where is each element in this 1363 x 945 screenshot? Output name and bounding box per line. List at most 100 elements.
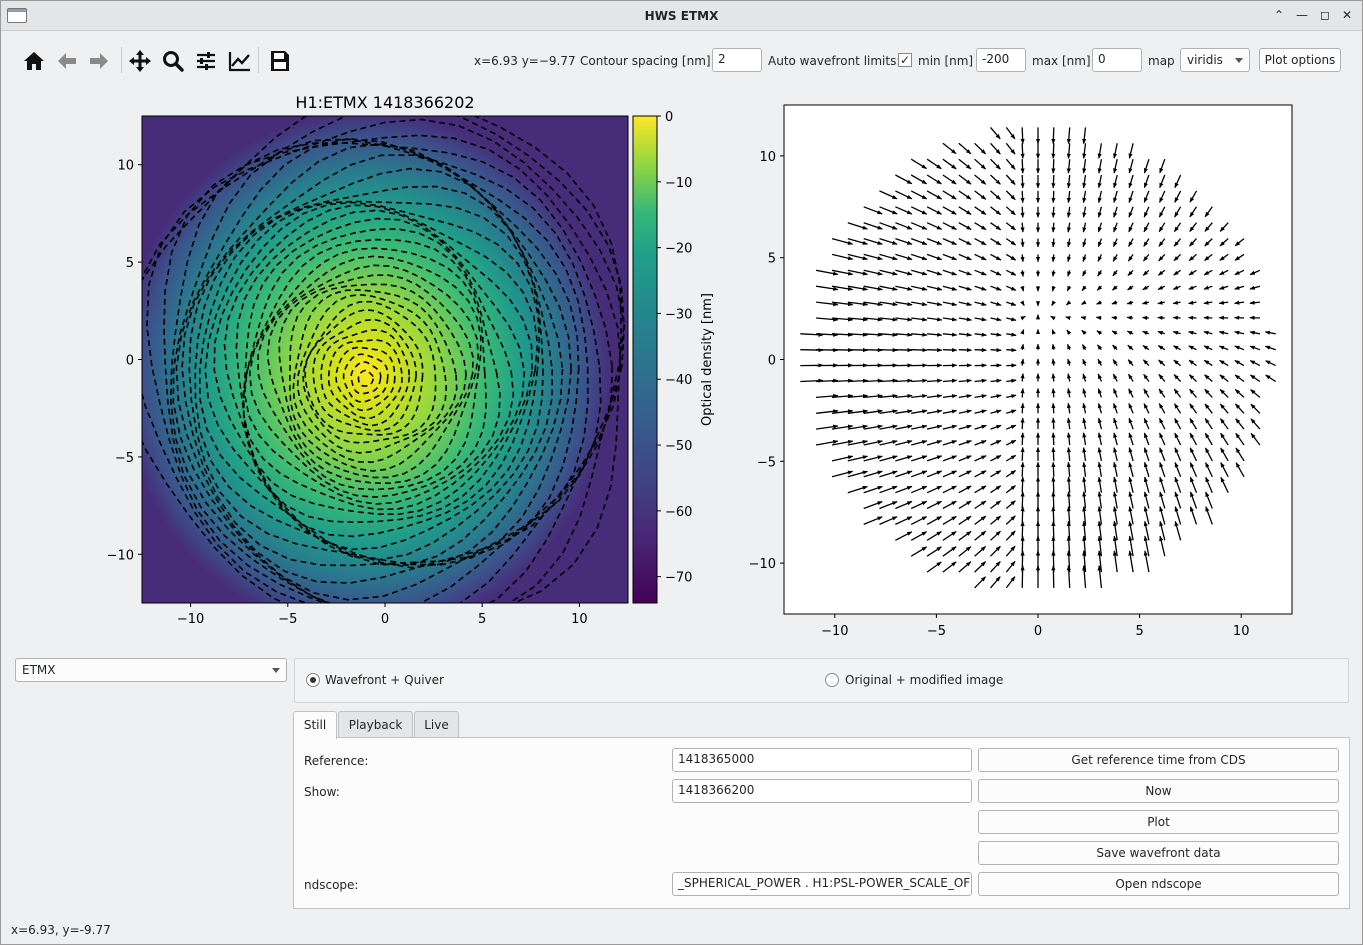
save-wavefront-button[interactable]: Save wavefront data xyxy=(978,841,1339,865)
quiver-arrow xyxy=(1128,206,1134,218)
back-icon[interactable] xyxy=(52,47,82,75)
contour-line xyxy=(242,228,515,511)
quiver-arrow xyxy=(910,546,928,557)
quiver-arrow xyxy=(1113,190,1118,204)
quiver-arrow xyxy=(911,378,928,383)
quiver-arrow xyxy=(1020,174,1025,189)
quiver-arrow xyxy=(926,237,943,246)
quiver-arrow xyxy=(1174,520,1182,541)
wavefront-heatmap[interactable]: H1:ETMX 1418366202 −10 −5 0 5 10 10 5 0 −5 −10 xyxy=(107,93,629,635)
min-input[interactable]: -200 xyxy=(976,48,1026,72)
wavefront-quiver-label[interactable]: Wavefront + Quiver xyxy=(325,673,444,687)
quiver-arrow xyxy=(1081,285,1087,292)
quiver-arrow xyxy=(1006,269,1017,276)
quiver-arrow xyxy=(1006,285,1017,291)
forward-icon[interactable] xyxy=(84,47,114,75)
quiver-arrow xyxy=(816,332,839,337)
max-input[interactable]: 0 xyxy=(1092,48,1142,72)
quiver-arrow xyxy=(958,515,972,525)
quiver-arrow xyxy=(926,190,942,200)
quiver-arrow xyxy=(974,238,987,246)
quiver-arrow xyxy=(1096,300,1102,305)
quiver-arrow xyxy=(1189,190,1198,203)
quiver-arrow xyxy=(1005,158,1016,170)
quiver-arrow xyxy=(911,455,928,462)
contour-spacing-input[interactable]: 2 xyxy=(712,48,762,72)
quiver-arrow xyxy=(1020,491,1025,509)
wavefront-quiver-radio[interactable] xyxy=(306,673,320,687)
original-modified-radio[interactable] xyxy=(825,673,839,687)
quiver-arrow xyxy=(1097,476,1103,493)
zoom-icon[interactable] xyxy=(158,47,188,75)
quiver-arrow xyxy=(879,237,898,245)
heatmap-field xyxy=(142,116,611,603)
auto-limits-checkbox[interactable]: ✓ xyxy=(898,53,912,67)
quiver-arrow xyxy=(1051,159,1056,174)
save-icon[interactable] xyxy=(265,47,295,75)
quiver-arrow xyxy=(1219,238,1229,247)
tab-still[interactable]: Still xyxy=(293,711,337,739)
configure-subplots-icon[interactable] xyxy=(191,47,221,75)
quiver-arrow xyxy=(1234,285,1245,290)
quiver-arrow xyxy=(863,424,883,430)
quiver-arrow xyxy=(1080,315,1087,321)
quiver-arrow xyxy=(990,253,1002,261)
tab-live[interactable]: Live xyxy=(414,711,459,738)
minimize-button[interactable]: — xyxy=(1296,8,1308,22)
colormap-select[interactable]: viridis xyxy=(1180,48,1250,72)
quiver-arrow xyxy=(1203,330,1213,335)
plot-button[interactable]: Plot xyxy=(978,810,1339,834)
plot-options-button[interactable]: Plot options xyxy=(1259,48,1341,72)
colorbar: 0 −10 −20 −30 −40 −50 −60 −70 Optical density [n… xyxy=(632,110,715,604)
quiver-arrow xyxy=(942,470,957,478)
quiver-arrow xyxy=(1219,359,1229,367)
quiver-arrow xyxy=(1112,520,1118,541)
edit-axis-icon[interactable] xyxy=(225,47,255,75)
ndscope-input[interactable]: _SPHERICAL_POWER . H1:PSL-POWER_SCALE_OF… xyxy=(672,872,972,896)
quiver-arrow xyxy=(1220,476,1229,493)
quiver-arrow xyxy=(1143,403,1150,414)
quiver-arrow xyxy=(1128,520,1134,541)
quiver-arrow xyxy=(1020,373,1025,382)
get-reference-button[interactable]: Get reference time from CDS xyxy=(978,748,1339,772)
quiver-arrow xyxy=(1020,300,1025,306)
quiver-arrow xyxy=(990,332,1002,337)
quiver-arrow xyxy=(1096,330,1102,336)
quiver-plot[interactable]: −10 −5 0 5 10 10 5 0 −5 −10 xyxy=(749,104,1293,636)
quiver-arrow xyxy=(927,332,943,337)
quiver-arrow xyxy=(1205,506,1213,525)
quiver-arrow xyxy=(863,500,883,510)
chevron-up-icon[interactable]: ⌃ xyxy=(1273,8,1285,22)
quiver-arrow xyxy=(911,347,928,353)
quiver-arrow xyxy=(1173,374,1182,382)
reference-input[interactable]: 1418365000 xyxy=(672,748,972,772)
close-button[interactable]: ✕ xyxy=(1341,8,1353,22)
now-button[interactable]: Now xyxy=(978,779,1339,803)
original-modified-label[interactable]: Original + modified image xyxy=(845,673,1004,687)
maximize-button[interactable]: ◻ xyxy=(1320,8,1330,22)
quiver-arrow xyxy=(847,378,869,383)
quiver-arrow xyxy=(958,440,972,446)
quiver-arrow xyxy=(1142,253,1150,262)
quiver-arrow xyxy=(926,500,942,510)
quiver-x-tick-label: 0 xyxy=(1034,624,1042,636)
quiver-arrow xyxy=(879,409,898,414)
pan-icon[interactable] xyxy=(125,47,155,75)
home-icon[interactable] xyxy=(19,47,49,75)
show-input[interactable]: 1418366200 xyxy=(672,779,972,803)
quiver-arrow xyxy=(1264,330,1276,335)
heatmap-title: H1:ETMX 1418366202 xyxy=(295,93,474,112)
optic-select[interactable]: ETMX xyxy=(15,658,287,682)
quiver-arrow xyxy=(1005,253,1017,261)
open-ndscope-button[interactable]: Open ndscope xyxy=(978,872,1339,896)
quiver-arrow xyxy=(1249,360,1261,367)
quiver-arrow xyxy=(895,332,913,337)
quiver-arrow xyxy=(895,531,913,541)
quiver-arrow xyxy=(1051,329,1056,335)
contour-line xyxy=(181,142,580,567)
quiver-arrow xyxy=(974,409,987,414)
tab-playback[interactable]: Playback xyxy=(338,711,413,738)
quiver-arrow xyxy=(1097,565,1103,588)
quiver-arrow xyxy=(1112,269,1118,277)
